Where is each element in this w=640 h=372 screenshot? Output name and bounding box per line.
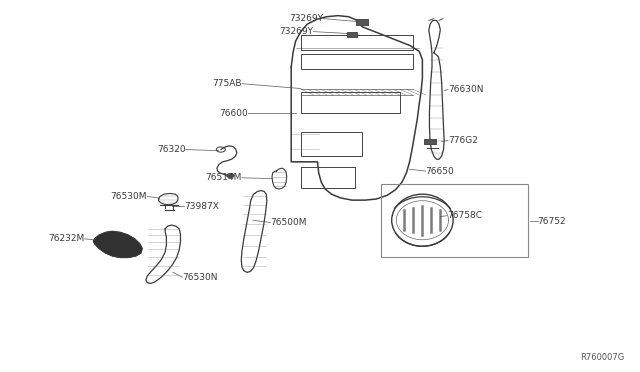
Bar (381, 184, 528, 257)
Text: 73269Y: 73269Y (289, 14, 323, 23)
Text: 775AB: 775AB (212, 79, 242, 88)
Text: 76600: 76600 (220, 109, 248, 118)
Text: 76320: 76320 (157, 145, 186, 154)
Text: 76630N: 76630N (448, 85, 483, 94)
Text: 76530N: 76530N (182, 273, 218, 282)
Text: 76530M: 76530M (111, 192, 147, 201)
Bar (424, 139, 436, 144)
Text: 76232M: 76232M (48, 234, 84, 243)
Text: 73269Y: 73269Y (280, 27, 314, 36)
Text: 76650: 76650 (426, 167, 454, 176)
Text: 73987X: 73987X (184, 202, 219, 211)
Polygon shape (93, 231, 142, 257)
Bar (347, 32, 357, 37)
Text: 76758C: 76758C (447, 211, 482, 220)
Text: 776G2: 776G2 (448, 136, 478, 145)
Text: 76514M: 76514M (205, 173, 242, 182)
Text: 76500M: 76500M (270, 218, 307, 227)
Text: R760007G: R760007G (580, 353, 624, 362)
Circle shape (227, 173, 234, 178)
Bar (356, 19, 368, 25)
Text: 76752: 76752 (538, 217, 566, 226)
